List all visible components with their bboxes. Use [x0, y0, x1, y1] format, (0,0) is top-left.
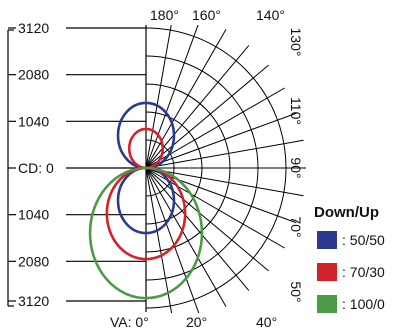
angle-label-right: 110° — [288, 97, 304, 125]
legend-label: : 70/30 — [342, 264, 385, 280]
legend-label: : 100/0 — [342, 296, 385, 312]
angle-label-right: 90° — [288, 157, 304, 178]
angle-label-bottom: 40° — [256, 314, 277, 330]
angle-label-right: 70° — [288, 216, 304, 237]
grid-spoke — [145, 167, 200, 313]
angle-label-bottom: 20° — [186, 314, 207, 330]
cd-tick-label: 1040 — [18, 113, 49, 129]
legend-title: Down/Up — [314, 204, 379, 221]
grid-spoke — [145, 139, 304, 169]
grid-spoke — [145, 64, 269, 169]
angle-label-top: 180° — [150, 7, 179, 23]
cd-tick-label: 3120 — [18, 293, 49, 309]
legend-swatch — [317, 231, 337, 249]
grid-spoke — [145, 167, 173, 313]
angle-label-top: 160° — [192, 7, 221, 23]
cd-tick-label: 3120 — [18, 20, 49, 36]
grid-spoke — [145, 167, 304, 197]
polar-grid — [145, 25, 306, 313]
grid-spoke — [145, 29, 227, 169]
grid-spoke — [145, 25, 172, 169]
cd-tick-label: 2080 — [18, 67, 49, 83]
angle-label-right: 50° — [288, 281, 304, 302]
legend: Down/Up : 50/50 : 70/30 : 100/0 — [314, 204, 385, 313]
grid-spoke — [145, 25, 199, 169]
angle-label-bottom: VA: 0° — [110, 314, 149, 330]
angle-labels: 180° 160° 140°130° 110° 90° 70° 50° VA: 0° 20° 40… — [110, 7, 304, 330]
grid-spoke — [145, 167, 227, 307]
legend-swatch — [317, 263, 337, 281]
grid-lines — [145, 25, 306, 313]
cd-tick-label: CD: 0 — [18, 160, 54, 176]
distribution-curves — [88, 101, 204, 300]
grid-spoke — [145, 167, 269, 272]
angle-label-right: 130° — [288, 28, 304, 57]
legend-swatch — [317, 295, 337, 313]
cd-tick-label: 1040 — [18, 207, 49, 223]
cd-axis: 3120 2080 1040 CD: 0 1040 2080 3120 — [7, 20, 147, 312]
legend-label: : 50/50 — [342, 232, 385, 248]
cd-tick-label: 2080 — [18, 253, 49, 269]
grid-spoke — [145, 112, 297, 169]
series-2-down-lobe — [88, 166, 204, 300]
angle-label-top: 140° — [256, 7, 285, 23]
grid-spoke — [145, 167, 250, 291]
